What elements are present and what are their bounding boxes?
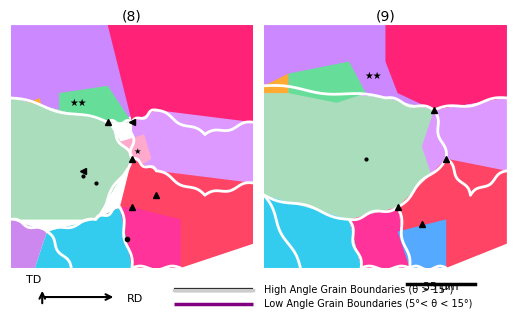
Polygon shape (96, 207, 181, 268)
Polygon shape (11, 98, 132, 219)
Polygon shape (11, 98, 132, 219)
Polygon shape (120, 159, 253, 268)
Text: High Angle Grain Boundaries (θ > 15°): High Angle Grain Boundaries (θ > 15°) (264, 285, 454, 295)
Polygon shape (11, 219, 47, 268)
Polygon shape (385, 25, 507, 110)
Polygon shape (264, 74, 288, 93)
Polygon shape (349, 207, 410, 268)
Polygon shape (398, 219, 446, 268)
Polygon shape (288, 62, 366, 103)
Polygon shape (264, 195, 361, 268)
Text: Low Angle Grain Boundaries (5°< θ < 15°): Low Angle Grain Boundaries (5°< θ < 15°) (264, 299, 473, 309)
Polygon shape (11, 98, 47, 135)
Polygon shape (398, 159, 507, 268)
Polygon shape (132, 110, 253, 195)
Text: ★★: ★★ (364, 71, 382, 81)
Polygon shape (422, 98, 507, 195)
Title: (8): (8) (122, 10, 142, 24)
Text: TD: TD (26, 275, 42, 285)
Polygon shape (264, 86, 446, 219)
Polygon shape (59, 86, 132, 122)
Text: ★★: ★★ (70, 98, 87, 108)
Polygon shape (35, 207, 132, 268)
Polygon shape (264, 25, 507, 110)
Text: RD: RD (127, 294, 143, 304)
Text: 35 μm: 35 μm (423, 282, 459, 292)
Polygon shape (11, 25, 253, 135)
Polygon shape (112, 135, 152, 171)
Title: (9): (9) (375, 10, 395, 24)
Text: ★: ★ (133, 147, 140, 156)
Polygon shape (108, 25, 253, 135)
